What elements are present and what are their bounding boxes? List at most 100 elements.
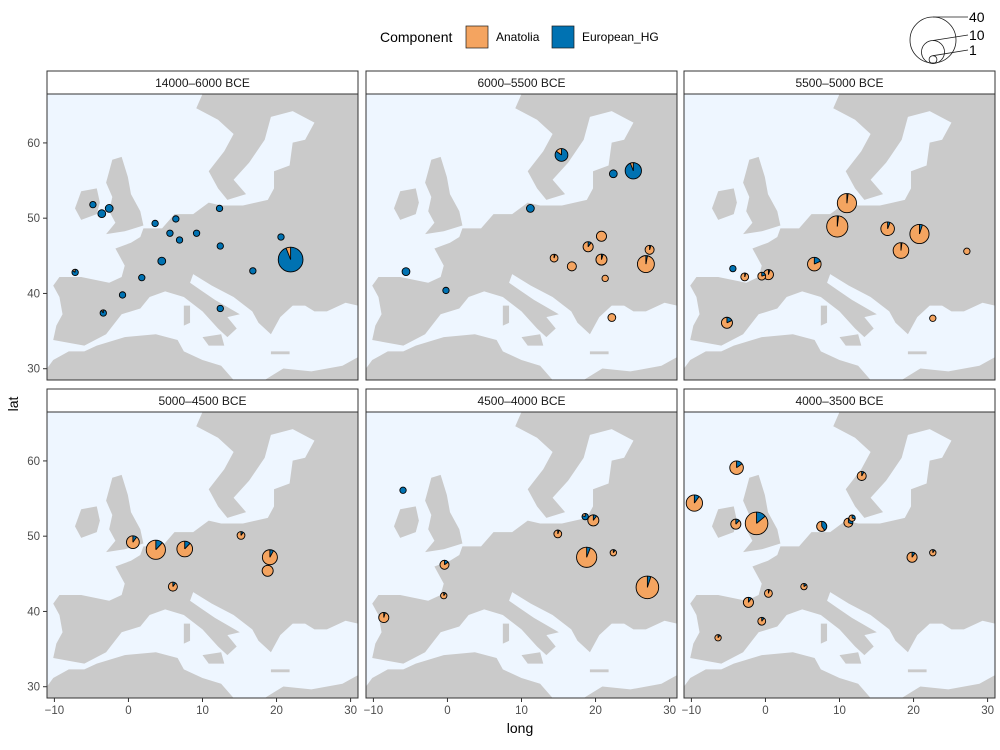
pie-outline — [601, 274, 609, 283]
x-tick-label: 20 — [270, 705, 283, 717]
pie-divider — [556, 150, 562, 156]
pie-chart — [685, 494, 703, 512]
y-tick-label: 50 — [27, 531, 40, 543]
pie-divider — [443, 592, 446, 596]
pie-divider — [184, 542, 191, 550]
pie-slice-anatolia — [596, 231, 607, 242]
pie-chart — [742, 596, 754, 608]
pie-chart — [636, 255, 655, 274]
size-legend-label-40: 40 — [969, 9, 985, 25]
pie-outline — [720, 316, 733, 329]
pie-chart — [906, 551, 918, 563]
facet-panel: 5000–4500 BCE 30 40 50 60 −10 0 10 20 30 — [27, 388, 359, 717]
x-tick-label: 10 — [196, 705, 209, 717]
pie-layer — [401, 148, 655, 322]
pie-chart — [99, 309, 107, 317]
pie-divider — [553, 254, 556, 259]
legend-title: Component — [380, 29, 452, 45]
pie-outline — [439, 559, 450, 570]
pie-divider — [240, 531, 244, 536]
facet-panel: 4000–3500 BCE −10 0 10 20 30 — [682, 388, 996, 717]
pie-outline — [608, 169, 618, 179]
pie-chart — [764, 589, 773, 598]
pie-divider — [767, 589, 771, 594]
pie-slice-european-hg — [249, 267, 257, 275]
pie-chart — [151, 219, 159, 228]
pie-slice-european-hg — [756, 512, 766, 524]
pie-chart — [236, 531, 246, 540]
pie-outline — [104, 204, 114, 213]
x-tick-label: −10 — [682, 705, 702, 717]
pie-divider — [582, 515, 586, 518]
x-tick-label: −10 — [45, 705, 65, 717]
pie-outline — [172, 215, 180, 223]
pie-chart — [71, 268, 79, 277]
pie-chart — [587, 514, 600, 527]
pie-chart — [757, 616, 767, 626]
pie-chart — [856, 471, 867, 481]
pie-slice-anatolia — [262, 549, 278, 565]
pie-outline — [836, 193, 857, 214]
pie-divider — [736, 463, 743, 469]
pie-divider — [932, 549, 936, 554]
pie-outline — [157, 256, 167, 266]
pie-chart — [836, 193, 857, 214]
pie-chart — [277, 233, 285, 241]
pie-layer — [71, 200, 304, 317]
pie-outline — [526, 204, 535, 213]
pie-chart — [157, 256, 167, 266]
pie-slice-european-hg — [402, 267, 410, 276]
size-legend-circle-40 — [909, 16, 957, 64]
pie-outline — [800, 582, 808, 591]
pie-slice-anatolia — [550, 254, 558, 262]
pie-outline — [566, 261, 577, 272]
pie-slice-european-hg — [609, 169, 618, 178]
pie-outline — [607, 313, 617, 322]
pie-slice-european-hg — [71, 269, 79, 276]
pie-outline — [249, 267, 257, 275]
pie-divider — [645, 255, 648, 265]
pie-outline — [553, 529, 563, 539]
pie-chart — [216, 304, 224, 313]
pie-chart — [929, 314, 937, 322]
pie-outline — [71, 268, 79, 277]
pie-slice-european-hg — [89, 201, 97, 208]
pie-chart — [635, 575, 660, 600]
x-axis-title: long — [507, 720, 533, 736]
y-tick-label: 40 — [27, 288, 40, 300]
pie-chart — [729, 460, 744, 475]
pie-divider — [717, 634, 721, 639]
y-tick-label: 30 — [27, 682, 40, 694]
facet-panel: 14000–6000 BCE 30 40 50 60 — [27, 70, 359, 381]
pie-divider — [557, 530, 560, 535]
pie-chart — [963, 247, 971, 255]
pie-chart — [378, 611, 390, 623]
pie-outline — [764, 589, 773, 598]
pie-chart — [261, 564, 274, 577]
x-tick-label: 20 — [907, 705, 920, 717]
pie-outline — [549, 253, 559, 263]
pie-slice-european-hg — [442, 287, 450, 294]
pie-chart — [192, 229, 201, 237]
pie-slice-european-hg — [157, 257, 166, 266]
pie-chart — [595, 230, 607, 242]
pie-divider — [383, 612, 386, 618]
pie-layer — [378, 486, 660, 623]
pie-slice-european-hg — [217, 242, 224, 250]
pie-outline — [261, 549, 278, 566]
facet-panel: 6000–5500 BCE — [365, 70, 678, 381]
pie-outline — [401, 267, 411, 276]
pie-chart — [720, 316, 733, 329]
pie-chart — [176, 540, 194, 558]
pie-slice-european-hg — [105, 204, 114, 213]
size-legend-circle-1 — [928, 55, 938, 64]
pie-slice-anatolia — [929, 315, 936, 322]
x-tick-label: 10 — [515, 705, 528, 717]
pie-outline — [714, 634, 722, 642]
y-tick-label: 60 — [27, 138, 40, 150]
pie-chart — [166, 229, 174, 237]
pie-chart — [172, 215, 180, 223]
pie-chart — [816, 520, 828, 532]
pie-chart — [581, 512, 589, 521]
pie-divider — [900, 242, 903, 251]
